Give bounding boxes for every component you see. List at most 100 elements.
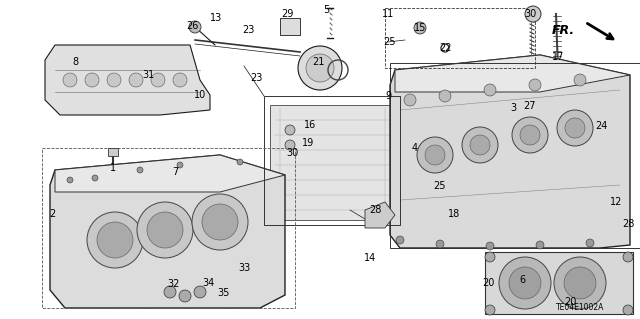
Text: 27: 27 <box>524 101 536 111</box>
Circle shape <box>499 257 551 309</box>
Text: 29: 29 <box>281 9 293 19</box>
Text: 3: 3 <box>510 103 516 113</box>
Circle shape <box>485 305 495 315</box>
Circle shape <box>177 162 183 168</box>
Text: TE04E1002A: TE04E1002A <box>556 303 604 313</box>
Circle shape <box>520 125 540 145</box>
Circle shape <box>151 73 165 87</box>
Text: 13: 13 <box>210 13 222 23</box>
Text: 30: 30 <box>286 148 298 158</box>
Circle shape <box>525 6 541 22</box>
Circle shape <box>564 267 596 299</box>
Text: 31: 31 <box>142 70 154 80</box>
Text: 9: 9 <box>385 91 391 101</box>
Circle shape <box>417 137 453 173</box>
Text: 20: 20 <box>564 297 576 307</box>
Circle shape <box>623 305 633 315</box>
Circle shape <box>147 212 183 248</box>
Text: 33: 33 <box>238 263 250 273</box>
Text: 21: 21 <box>312 57 324 67</box>
Polygon shape <box>395 55 630 92</box>
Circle shape <box>529 79 541 91</box>
Circle shape <box>194 286 206 298</box>
Circle shape <box>470 135 490 155</box>
Circle shape <box>63 73 77 87</box>
Text: 23: 23 <box>242 25 254 35</box>
Circle shape <box>285 140 295 150</box>
Circle shape <box>509 267 541 299</box>
Text: 17: 17 <box>552 52 564 62</box>
Circle shape <box>425 145 445 165</box>
Circle shape <box>485 252 495 262</box>
Text: 35: 35 <box>218 288 230 298</box>
Text: 5: 5 <box>323 5 329 15</box>
Circle shape <box>404 94 416 106</box>
Circle shape <box>486 242 494 250</box>
Text: 10: 10 <box>194 90 206 100</box>
Text: 19: 19 <box>302 138 314 148</box>
Bar <box>264 96 400 225</box>
Circle shape <box>192 194 248 250</box>
Circle shape <box>586 239 594 247</box>
Circle shape <box>237 159 243 165</box>
Text: 20: 20 <box>482 278 494 288</box>
Circle shape <box>623 252 633 262</box>
Text: 26: 26 <box>186 21 198 31</box>
Circle shape <box>462 127 498 163</box>
Text: 6: 6 <box>519 275 525 285</box>
Polygon shape <box>45 45 210 115</box>
Circle shape <box>396 236 404 244</box>
Polygon shape <box>390 55 630 248</box>
Text: 24: 24 <box>595 121 607 131</box>
Circle shape <box>67 177 73 183</box>
Circle shape <box>97 222 133 258</box>
Circle shape <box>137 202 193 258</box>
Bar <box>108 148 118 156</box>
Circle shape <box>285 125 295 135</box>
Polygon shape <box>280 18 300 35</box>
Circle shape <box>85 73 99 87</box>
Text: 11: 11 <box>382 9 394 19</box>
Polygon shape <box>55 155 285 192</box>
Circle shape <box>87 212 143 268</box>
Text: 8: 8 <box>72 57 78 67</box>
Circle shape <box>512 117 548 153</box>
Text: 32: 32 <box>167 279 179 289</box>
Circle shape <box>557 110 593 146</box>
Text: 15: 15 <box>414 23 426 33</box>
Circle shape <box>164 286 176 298</box>
Circle shape <box>306 54 334 82</box>
Text: 25: 25 <box>434 181 446 191</box>
Circle shape <box>107 73 121 87</box>
Text: 16: 16 <box>304 120 316 130</box>
Text: FR.: FR. <box>552 24 575 36</box>
Bar <box>390 63 640 248</box>
Bar <box>42 148 295 308</box>
Text: 7: 7 <box>172 167 178 177</box>
Circle shape <box>189 21 201 33</box>
Text: 28: 28 <box>622 219 634 229</box>
Circle shape <box>202 204 238 240</box>
Circle shape <box>565 118 585 138</box>
Text: 25: 25 <box>384 37 396 47</box>
Text: 34: 34 <box>202 278 214 288</box>
Circle shape <box>484 84 496 96</box>
Circle shape <box>554 257 606 309</box>
Circle shape <box>439 90 451 102</box>
Circle shape <box>129 73 143 87</box>
Circle shape <box>137 167 143 173</box>
Circle shape <box>173 73 187 87</box>
Circle shape <box>179 290 191 302</box>
Circle shape <box>436 240 444 248</box>
Text: 12: 12 <box>610 197 622 207</box>
Bar <box>485 252 633 314</box>
Text: 4: 4 <box>412 143 418 153</box>
Text: 18: 18 <box>448 209 460 219</box>
Text: 23: 23 <box>250 73 262 83</box>
Text: 28: 28 <box>369 205 381 215</box>
Circle shape <box>414 22 426 34</box>
Circle shape <box>92 175 98 181</box>
Polygon shape <box>50 155 285 308</box>
Text: 30: 30 <box>524 9 536 19</box>
Text: 2: 2 <box>49 209 55 219</box>
